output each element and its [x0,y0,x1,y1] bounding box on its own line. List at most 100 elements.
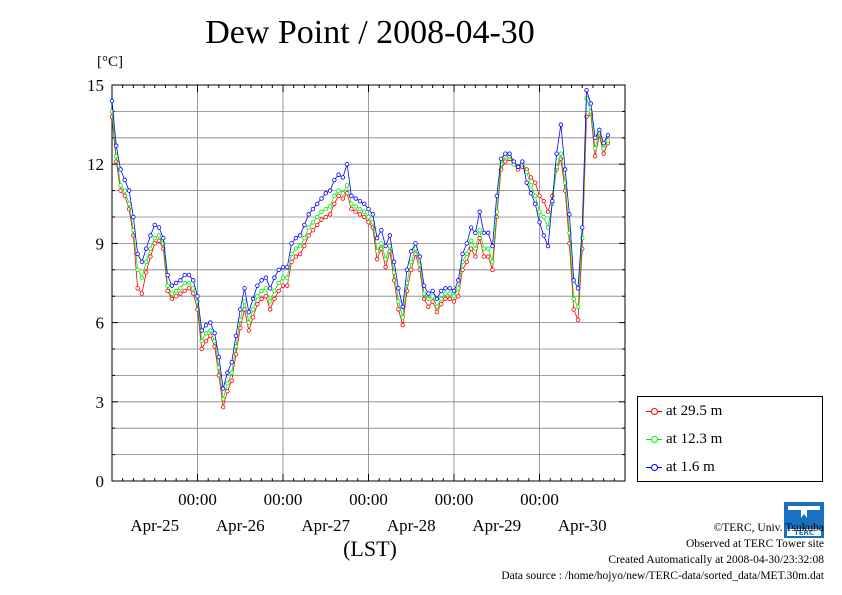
data-point [575,304,581,309]
data-point [550,198,555,204]
data-point [250,307,256,312]
data-point [601,146,606,151]
chart-legend: at 29.5 m at 12.3 m at 1.6 m [637,396,823,482]
data-point [349,206,354,212]
data-point [280,283,286,288]
data-point [276,288,281,294]
data-point [250,296,256,302]
data-point [250,315,256,320]
data-point [605,132,611,138]
y-tick-label: 15 [87,76,104,95]
data-point [319,196,324,201]
data-point [148,254,153,259]
data-point [323,191,328,196]
data-point [246,328,251,333]
data-point [421,283,427,288]
legend-marker-29-5m [646,401,662,421]
data-point [246,309,251,315]
data-point [486,254,491,259]
data-point [344,183,350,188]
data-point [323,206,328,212]
data-point [520,159,525,164]
data-point [473,246,478,251]
legend-label: at 1.6 m [666,459,715,475]
x-date-tick-label: Apr-30 [558,516,607,535]
data-point [229,360,234,365]
data-point [306,225,311,230]
x-date-tick-label: Apr-29 [472,516,521,535]
data-point [255,283,260,288]
x-date-tick-label: Apr-28 [387,516,436,535]
data-point [498,161,504,167]
y-tick-label: 0 [96,472,105,491]
x-axis-label: (LST) [343,536,397,561]
data-point [131,233,136,238]
data-point [537,193,542,199]
data-point [255,301,260,307]
data-point [554,151,559,156]
data-point [336,172,341,177]
data-point [362,209,367,214]
data-point [396,286,401,291]
data-point [332,201,337,206]
data-point [203,338,209,344]
data-point [421,291,427,296]
data-point [413,241,418,246]
data-point [340,196,346,201]
data-point [310,227,316,233]
data-point [306,212,311,217]
data-point [135,251,140,257]
data-point [212,330,217,336]
data-point [161,235,166,241]
data-point [426,304,431,309]
data-point [173,288,179,294]
data-point [426,296,431,302]
data-point [562,188,568,193]
data-point [156,225,162,230]
data-point [203,323,209,328]
data-point [182,280,187,286]
data-point [528,175,534,180]
data-point [220,386,226,391]
data-point [173,280,179,286]
data-point [114,154,119,159]
data-point [139,291,145,296]
data-point [126,188,132,193]
data-point [575,286,581,291]
data-point [242,286,247,291]
data-point [285,275,290,280]
data-point [327,188,333,193]
data-point [225,381,230,386]
data-point [605,138,611,143]
data-point [143,246,149,251]
data-point [430,294,435,299]
data-point [148,246,153,251]
data-point [374,257,380,262]
data-point [528,183,534,188]
data-point [267,307,273,312]
data-point [118,188,123,193]
data-point [114,143,119,148]
data-point [349,201,354,206]
data-point [178,286,183,291]
data-point [289,251,294,257]
x-time-tick-label: 00:00 [178,490,217,509]
data-point [276,280,281,286]
data-point [323,214,328,220]
data-point [357,212,363,217]
data-point [477,227,482,233]
data-point [545,209,551,214]
data-point [473,254,478,259]
data-point [319,217,324,222]
data-point [383,257,388,262]
data-point [280,264,286,270]
data-point [524,169,529,175]
data-point [139,275,145,280]
data-point [362,201,367,206]
data-point [524,180,529,185]
data-point [297,251,303,257]
data-point [438,296,444,302]
data-point [336,193,341,199]
data-point [259,278,264,283]
